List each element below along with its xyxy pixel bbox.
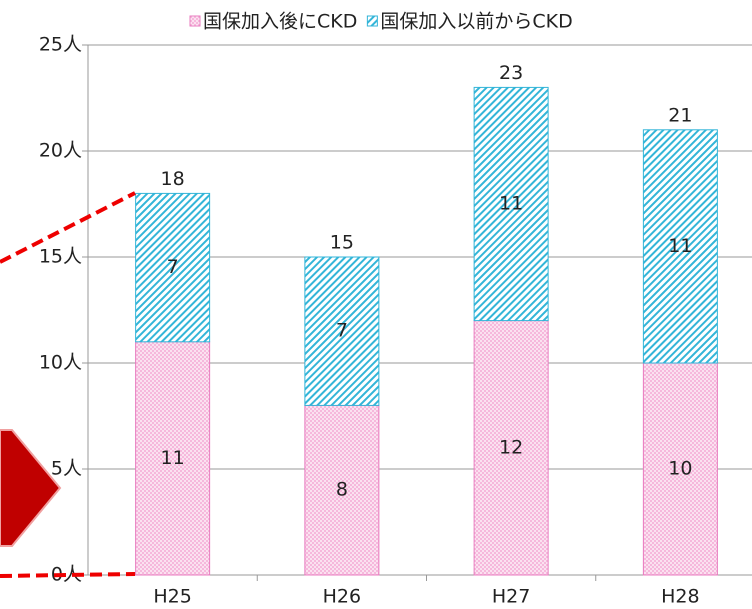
- value-label: 8: [336, 479, 348, 501]
- value-label: 11: [499, 193, 523, 215]
- legend-swatch: [189, 15, 201, 27]
- y-tick-label: 25人: [39, 34, 82, 56]
- x-tick-label: H26: [323, 586, 361, 608]
- value-label: 12: [499, 436, 523, 458]
- legend-swatch: [366, 15, 378, 27]
- bar-segment: [304, 256, 380, 406]
- y-tick-label: 20人: [39, 140, 82, 162]
- y-tick-label: 10人: [39, 352, 82, 374]
- legend-label: 国保加入後にCKD: [203, 11, 357, 33]
- x-tick-label: H28: [661, 586, 699, 608]
- bar-segment: [135, 192, 211, 343]
- y-tick-label: 0人: [51, 564, 82, 586]
- legend-label: 国保加入以前からCKD: [380, 11, 572, 33]
- decoration-arrow: [0, 429, 62, 547]
- x-tick-label: H25: [153, 586, 191, 608]
- x-tick-label: H27: [492, 586, 530, 608]
- total-label: 23: [499, 62, 523, 84]
- total-label: 15: [330, 232, 354, 254]
- value-label: 11: [668, 235, 692, 257]
- decoration-dash: [0, 572, 136, 578]
- value-label: 10: [668, 458, 692, 480]
- bar-segment: [473, 86, 549, 322]
- bar-segment: [304, 404, 380, 576]
- total-label: 21: [668, 104, 692, 126]
- bar-segment: [135, 341, 211, 576]
- y-tick-label: 5人: [51, 458, 82, 480]
- value-label: 7: [336, 320, 348, 342]
- value-label: 7: [167, 256, 179, 278]
- bar-segment: [642, 129, 718, 364]
- value-label: 11: [161, 447, 185, 469]
- decoration-dash: [0, 191, 136, 264]
- bar-segment: [642, 362, 718, 576]
- y-tick-label: 15人: [39, 246, 82, 268]
- total-label: 18: [161, 168, 185, 190]
